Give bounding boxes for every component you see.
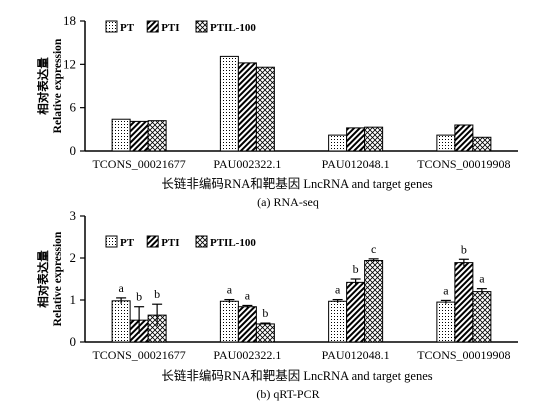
bar-ptil-100 (364, 126, 384, 152)
bar-pt (328, 300, 348, 343)
x-category-label: PAU012048.1 (322, 348, 390, 362)
bar-pt (219, 55, 239, 152)
bar-pti (346, 281, 366, 343)
bar-ptil-100 (472, 136, 492, 152)
bar-ptil-100 (255, 66, 275, 152)
bar-pt (328, 134, 348, 152)
significance-letter: a (245, 288, 251, 302)
significance-letter: a (227, 283, 233, 297)
bar-ptil-100 (364, 260, 384, 343)
x-category-label: PAU002322.1 (213, 157, 281, 171)
bar-pt (111, 118, 131, 152)
bar-pti (237, 62, 257, 152)
bar-pt (436, 301, 456, 343)
x-axis-label: 长链非编码RNA和靶基因 LncRNA and target genes (161, 176, 432, 191)
x-category-label: TCONS_00019908 (417, 348, 510, 362)
bar-pt (111, 300, 131, 343)
legend-swatch-ptil-100 (195, 235, 208, 248)
x-category-label: TCONS_00021677 (92, 348, 185, 362)
bar-pti (346, 127, 366, 152)
x-category-label: TCONS_00019908 (417, 157, 510, 171)
y-tick-label: 0 (70, 143, 77, 158)
x-axis-label: 长链非编码RNA和靶基因 LncRNA and target genes (161, 368, 432, 383)
chart-panel-0: 0 6 12 18 相对表达量 Relative expression TCONS_0002… (36, 13, 518, 209)
y-axis-label-en: Relative expression (52, 231, 64, 326)
y-tick-label: 3 (70, 208, 77, 223)
y-tick-label: 18 (63, 13, 76, 28)
bar-ptil-100 (472, 291, 492, 343)
significance-letter: a (118, 281, 124, 295)
legend-label: PTIL-100 (210, 237, 256, 249)
legend-swatch-pt (105, 235, 118, 248)
y-axis-label-en: Relative expression (52, 38, 64, 133)
bar-ptil-100 (255, 323, 275, 343)
y-axis-label-cn: 相对表达量 (36, 250, 50, 308)
panel-caption: (b) qRT-PCR (256, 387, 319, 401)
significance-letter: a (443, 283, 449, 297)
panel-caption: (a) RNA-seq (257, 195, 319, 209)
significance-letter: b (262, 306, 268, 320)
bar-pt (436, 134, 456, 152)
legend-label: PT (120, 22, 135, 34)
significance-letter: b (461, 242, 467, 256)
y-tick-label: 1 (70, 292, 77, 307)
bar-pt (219, 300, 239, 343)
significance-letter: a (335, 283, 341, 297)
significance-letter: a (479, 272, 485, 286)
significance-letter: b (136, 290, 142, 304)
legend-swatch-pti (146, 20, 159, 33)
x-category-label: TCONS_00021677 (92, 157, 185, 171)
significance-letter: c (371, 242, 376, 256)
y-tick-label: 6 (70, 100, 77, 115)
legend-label: PT (120, 237, 135, 249)
x-category-label: PAU002322.1 (213, 348, 281, 362)
legend-label: PTI (161, 237, 179, 249)
y-tick-label: 2 (70, 250, 77, 265)
legend-swatch-pt (105, 20, 118, 33)
bar-ptil-100 (147, 120, 167, 152)
legend-swatch-ptil-100 (195, 20, 208, 33)
y-tick-label: 12 (63, 56, 76, 71)
y-axis-label-cn: 相对表达量 (36, 57, 50, 115)
significance-letter: b (154, 287, 160, 301)
significance-letter: b (353, 262, 359, 276)
bar-pti (237, 306, 257, 343)
x-category-label: PAU012048.1 (322, 157, 390, 171)
bar-pti (129, 120, 149, 152)
legend-swatch-pti (146, 235, 159, 248)
legend-label: PTI (161, 22, 179, 34)
y-tick-label: 0 (70, 334, 77, 349)
legend-label: PTIL-100 (210, 22, 256, 34)
bar-pti (454, 124, 474, 152)
bar-pti (454, 262, 474, 343)
